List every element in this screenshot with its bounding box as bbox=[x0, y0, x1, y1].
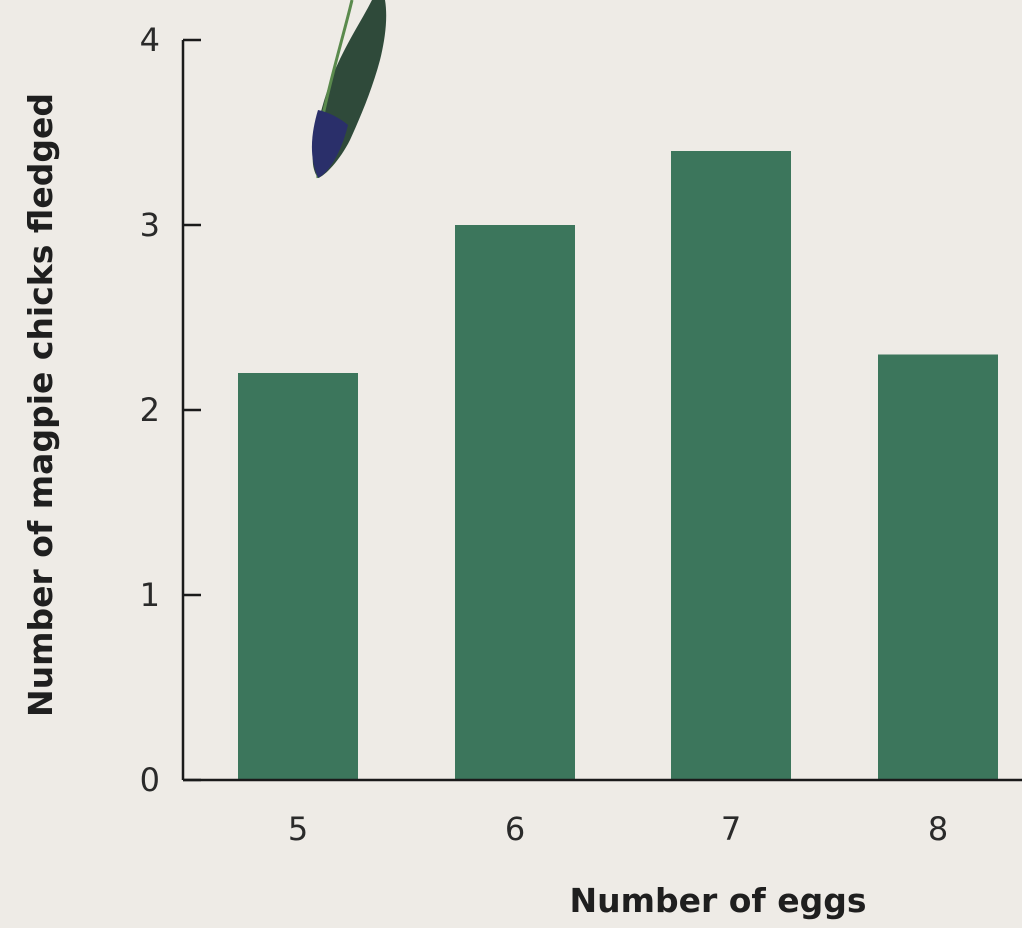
bars-group bbox=[238, 151, 998, 780]
y-tick-label: 3 bbox=[140, 206, 160, 244]
bar-7 bbox=[671, 151, 791, 780]
y-tick-label: 0 bbox=[140, 761, 160, 799]
y-tick-label: 1 bbox=[140, 576, 160, 614]
bar-8 bbox=[878, 354, 998, 780]
y-tick-label: 2 bbox=[140, 391, 160, 429]
x-tick-label: 5 bbox=[288, 810, 308, 848]
bar-6 bbox=[455, 225, 575, 780]
x-ticks-group: 5 6 7 8 bbox=[288, 810, 948, 848]
bar-5 bbox=[238, 373, 358, 780]
x-tick-label: 6 bbox=[505, 810, 525, 848]
feather-illustration bbox=[311, 0, 387, 179]
x-tick-label: 7 bbox=[721, 810, 741, 848]
y-axis-title: Number of magpie chicks fledged bbox=[21, 93, 60, 717]
y-tick-label: 4 bbox=[140, 21, 160, 59]
x-axis-title: Number of eggs bbox=[569, 881, 866, 920]
y-ticks-group: 0 1 2 3 4 bbox=[140, 21, 201, 799]
x-tick-label: 8 bbox=[928, 810, 948, 848]
